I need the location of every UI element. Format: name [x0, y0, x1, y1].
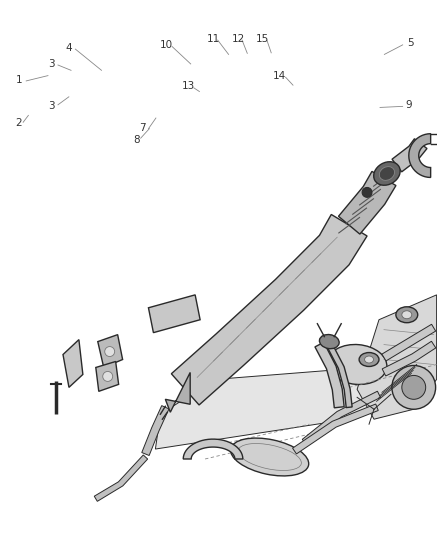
Text: 12: 12 — [232, 34, 245, 44]
Ellipse shape — [374, 161, 400, 185]
Polygon shape — [171, 214, 367, 405]
Ellipse shape — [364, 356, 374, 363]
Polygon shape — [315, 342, 344, 408]
Ellipse shape — [379, 167, 395, 180]
Text: 3: 3 — [48, 101, 55, 111]
Circle shape — [103, 372, 113, 382]
Polygon shape — [357, 295, 437, 419]
Ellipse shape — [327, 344, 387, 384]
Text: 10: 10 — [160, 40, 173, 50]
Polygon shape — [183, 439, 243, 459]
Text: 4: 4 — [66, 43, 72, 53]
Polygon shape — [63, 340, 83, 387]
Text: 9: 9 — [405, 100, 412, 110]
Polygon shape — [409, 134, 431, 177]
Ellipse shape — [396, 307, 418, 322]
Ellipse shape — [319, 335, 339, 349]
Text: 13: 13 — [182, 81, 195, 91]
Ellipse shape — [359, 352, 379, 367]
Text: 2: 2 — [15, 118, 22, 128]
Polygon shape — [339, 172, 396, 234]
Text: 8: 8 — [133, 135, 140, 146]
Text: 14: 14 — [273, 70, 286, 80]
Polygon shape — [148, 295, 200, 333]
Polygon shape — [392, 139, 427, 172]
Text: 11: 11 — [207, 34, 220, 44]
Polygon shape — [165, 373, 190, 412]
Polygon shape — [302, 391, 381, 445]
Text: 5: 5 — [407, 38, 414, 48]
Circle shape — [362, 188, 372, 197]
Polygon shape — [98, 335, 123, 367]
Polygon shape — [96, 361, 119, 391]
Circle shape — [392, 366, 436, 409]
Polygon shape — [293, 404, 378, 454]
Circle shape — [105, 346, 115, 357]
Text: 3: 3 — [48, 59, 55, 69]
Text: 15: 15 — [256, 34, 269, 44]
Polygon shape — [142, 406, 169, 456]
Polygon shape — [327, 343, 352, 408]
Polygon shape — [382, 341, 436, 376]
Polygon shape — [155, 365, 409, 449]
Ellipse shape — [402, 311, 412, 319]
Ellipse shape — [231, 438, 309, 476]
Circle shape — [402, 375, 426, 399]
Text: 1: 1 — [15, 75, 22, 85]
Text: 7: 7 — [140, 123, 146, 133]
Polygon shape — [94, 455, 148, 502]
Polygon shape — [382, 324, 436, 361]
